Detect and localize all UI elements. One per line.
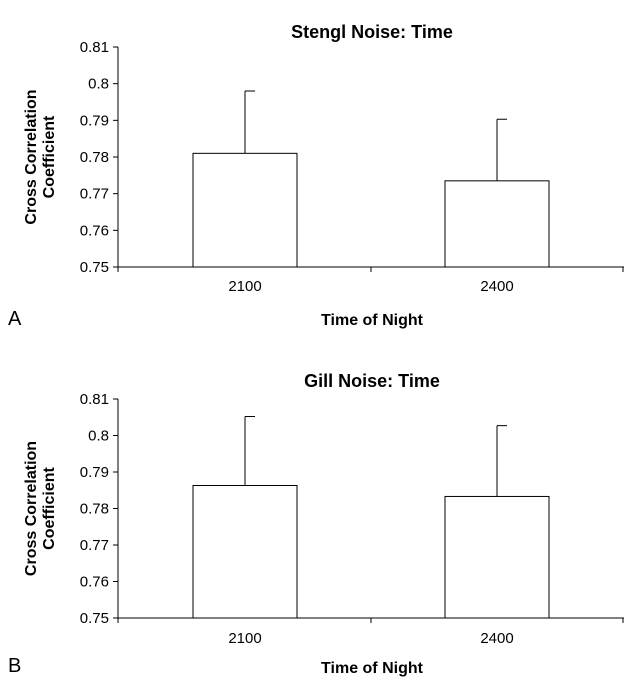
y-tick-label: 0.78 <box>80 149 109 166</box>
x-tick-label: 2400 <box>480 630 513 647</box>
y-tick-label: 0.76 <box>80 574 109 591</box>
panel-letter: B <box>8 655 21 677</box>
y-tick-label: 0.81 <box>80 391 109 408</box>
y-tick-label: 0.78 <box>80 501 109 518</box>
x-tick-label: 2100 <box>228 630 261 647</box>
chart-panel-b: Gill Noise: Time 0.75 0.76 0.77 0.78 0.79 0.8 0… <box>8 371 624 677</box>
y-tick-label: 0.77 <box>80 186 109 203</box>
y-axis-title: Coefficient <box>41 466 58 549</box>
x-tick-label: 2100 <box>228 278 261 295</box>
y-axis-title: Cross Correlation <box>23 89 40 224</box>
chart-title: Stengl Noise: Time <box>291 22 453 42</box>
bar-2400 <box>444 495 550 619</box>
chart-title: Gill Noise: Time <box>304 371 440 391</box>
y-axis-title: Coefficient <box>41 115 58 198</box>
panel-letter: A <box>8 308 22 330</box>
y-tick-label: 0.75 <box>80 610 109 627</box>
bar-2400 <box>444 180 550 268</box>
x-tick-label: 2400 <box>480 278 513 295</box>
bar-2100 <box>192 485 298 619</box>
y-tick-label: 0.77 <box>80 537 109 554</box>
x-axis-title: Time of Night <box>321 660 424 677</box>
y-tick-label: 0.76 <box>80 222 109 239</box>
y-tick-label: 0.8 <box>88 428 109 445</box>
y-axis-title: Cross Correlation <box>23 441 40 576</box>
y-tick-label: 0.81 <box>80 39 109 56</box>
bar-2100 <box>192 152 298 268</box>
y-tick-label: 0.75 <box>80 259 109 276</box>
y-tick-label: 0.79 <box>80 464 109 481</box>
chart-panel-a: Stengl Noise: Time 0.75 0.76 0.77 0.78 0.79 0.… <box>8 22 624 330</box>
x-axis-title: Time of Night <box>321 312 424 329</box>
y-tick-label: 0.8 <box>88 76 109 93</box>
y-tick-label: 0.79 <box>80 112 109 129</box>
